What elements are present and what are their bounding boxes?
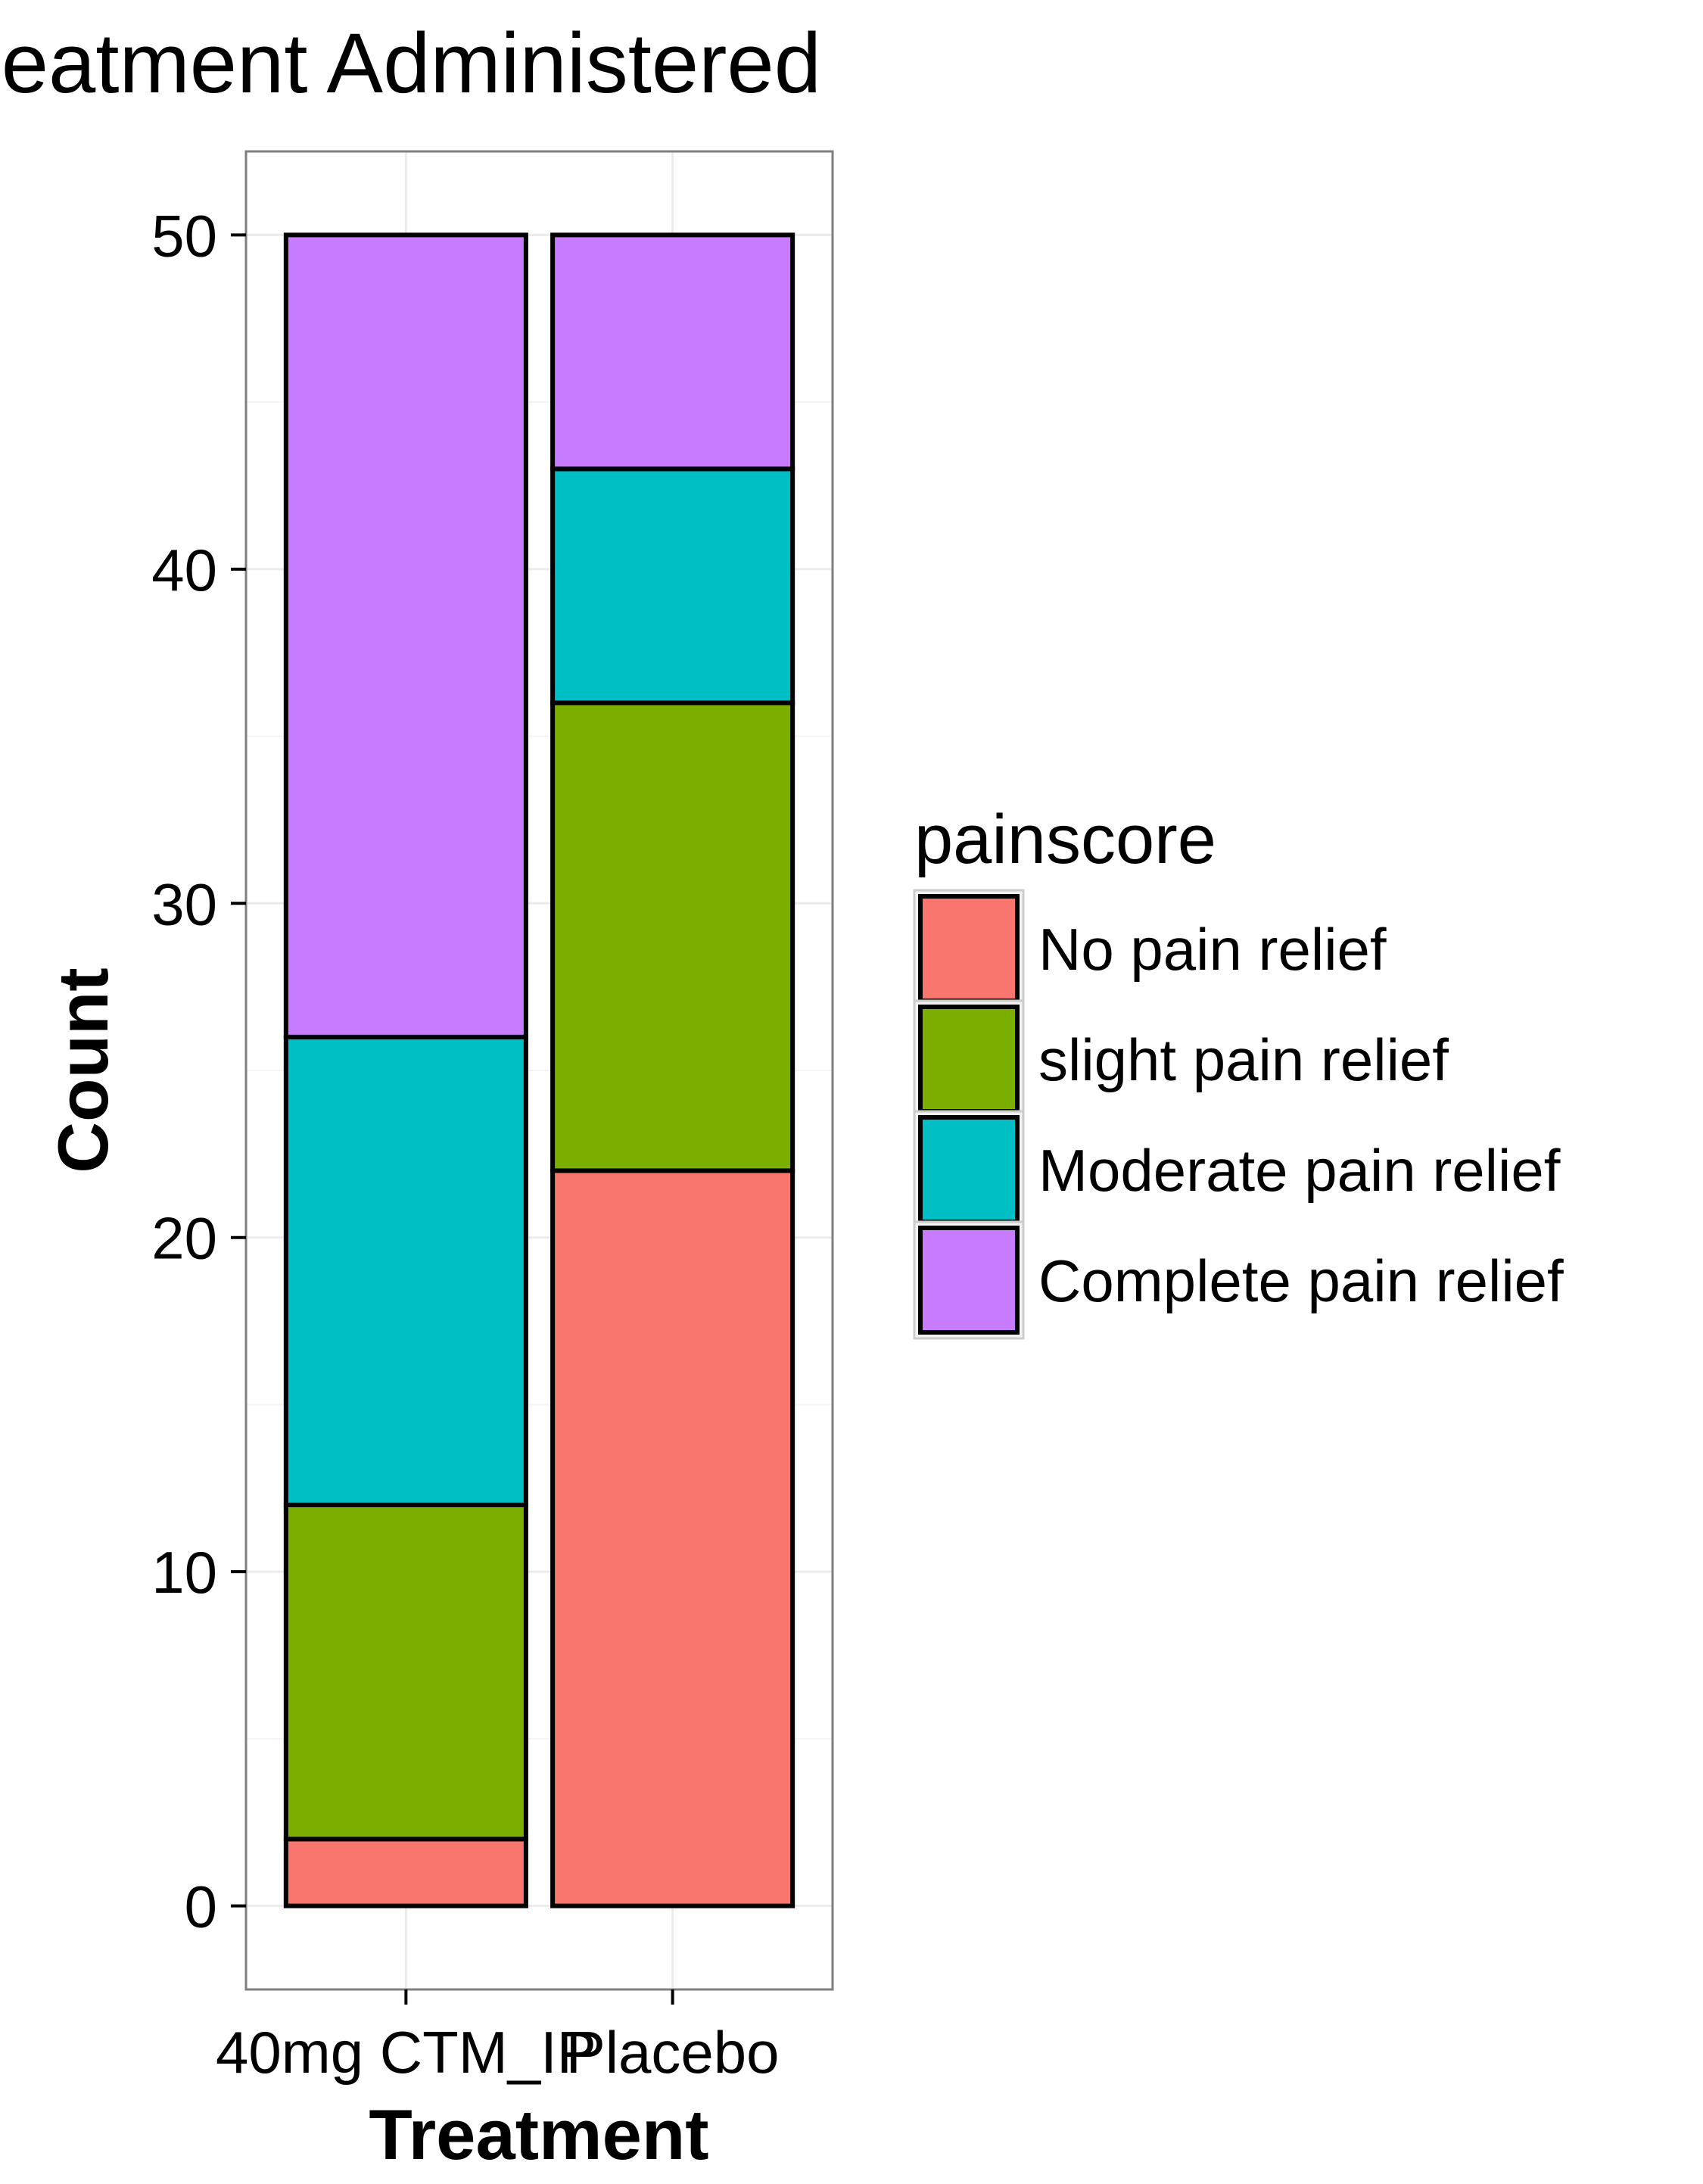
panel-border — [244, 150, 834, 1991]
legend-item-label: Complete pain relief — [1038, 1248, 1564, 1314]
bar-segment — [283, 1034, 528, 1507]
x-axis-title: Treatment — [369, 2095, 708, 2174]
y-tick-label: 30 — [151, 871, 217, 937]
y-tick-label: 50 — [151, 202, 217, 269]
legend-title: painscore — [914, 801, 1216, 878]
legend-key-swatch — [918, 1226, 1020, 1335]
bar-segment — [283, 232, 528, 1039]
legend-item-label: slight pain relief — [1038, 1027, 1449, 1093]
y-tick-label: 20 — [151, 1205, 217, 1272]
x-tick-label: Placebo — [566, 2019, 780, 2086]
legend-key-swatch — [918, 894, 1020, 1003]
bar-segment — [550, 700, 795, 1173]
bar-segment — [550, 1168, 795, 1908]
y-tick-label: 10 — [151, 1539, 217, 1606]
bar-segment — [550, 466, 795, 706]
legend-item-label: No pain relief — [1038, 916, 1387, 983]
legend-key-swatch — [918, 1115, 1020, 1224]
chart-title: Count Grouped by Treatment Administered — [0, 16, 821, 111]
y-tick-label: 0 — [185, 1874, 217, 1940]
y-tick-label: 40 — [151, 537, 217, 603]
bar-segment — [283, 1837, 528, 1908]
bars — [283, 232, 795, 1908]
legend-key-swatch — [918, 1005, 1020, 1114]
y-axis: 0 10 20 30 40 50 — [151, 202, 246, 1940]
bar-segment — [283, 1502, 528, 1842]
x-tick-label: 40mg CTM_IP — [216, 2019, 596, 2086]
bar-segment — [550, 232, 795, 472]
legend-item-label: Moderate pain relief — [1038, 1137, 1561, 1204]
legend-items: No pain relief slight pain relief Moderate… — [913, 889, 1564, 1340]
plot-panel — [244, 150, 834, 1991]
legend: painscore No pain relief slight pain reli… — [913, 801, 1564, 1340]
y-axis-title: Count — [43, 967, 123, 1173]
